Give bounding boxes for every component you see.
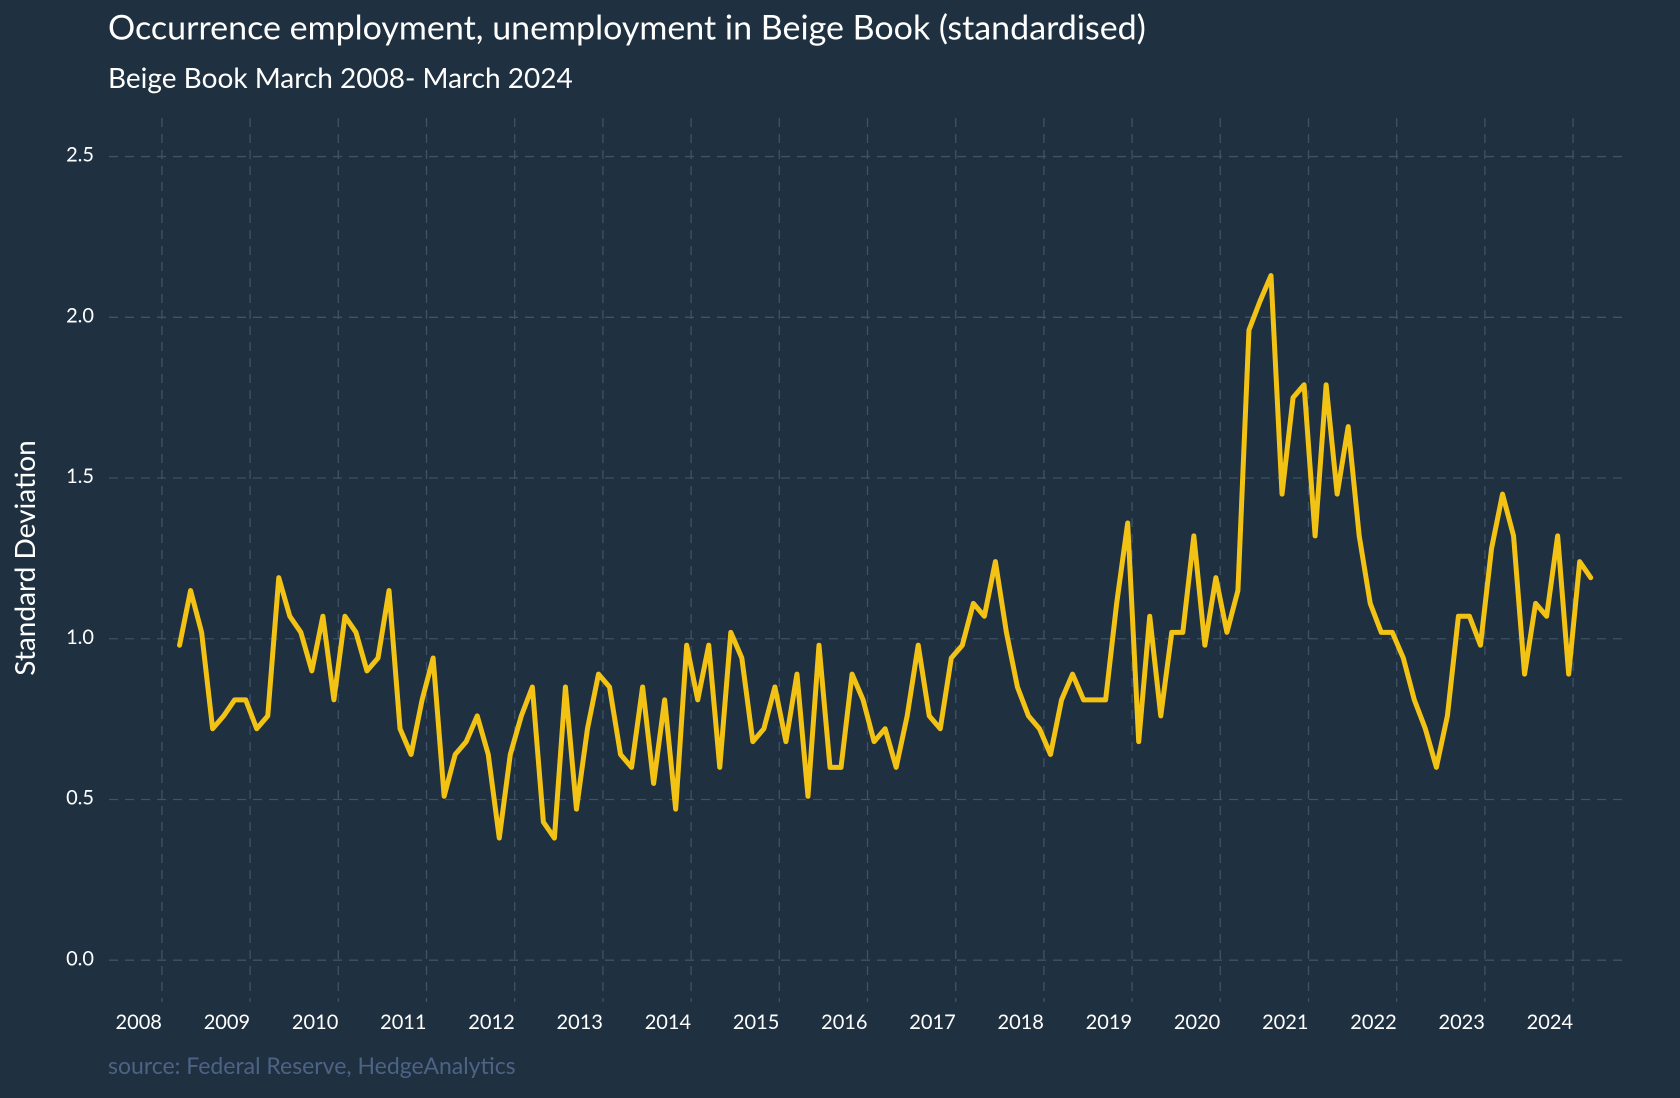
x-tick-label: 2010 — [292, 1010, 338, 1034]
x-tick-label: 2011 — [380, 1010, 426, 1034]
x-tick-label: 2012 — [468, 1010, 514, 1034]
x-tick-label: 2016 — [821, 1010, 867, 1034]
chart-title: Occurrence employment, unemployment in B… — [108, 7, 1146, 48]
x-tick-label: 2022 — [1350, 1010, 1396, 1034]
x-tick-label: 2013 — [557, 1010, 603, 1034]
y-tick-label: 0.0 — [66, 946, 94, 970]
x-tick-label: 2014 — [645, 1010, 692, 1034]
y-tick-label: 1.5 — [66, 464, 94, 488]
x-tick-label: 2020 — [1174, 1010, 1220, 1034]
chart-subtitle: Beige Book March 2008- March 2024 — [108, 60, 573, 94]
y-tick-label: 0.5 — [66, 786, 94, 810]
x-tick-label: 2018 — [997, 1010, 1043, 1034]
x-tick-label: 2024 — [1527, 1010, 1574, 1034]
y-axis-label: Standard Deviation — [7, 440, 41, 675]
y-tick-label: 2.0 — [66, 303, 94, 327]
x-tick-label: 2015 — [733, 1010, 779, 1034]
x-tick-label: 2023 — [1438, 1010, 1484, 1034]
y-tick-label: 1.0 — [66, 625, 94, 649]
x-tick-label: 2009 — [204, 1010, 250, 1034]
y-tick-label: 2.5 — [66, 143, 94, 167]
x-tick-label: 2019 — [1086, 1010, 1132, 1034]
x-tick-label: 2008 — [116, 1010, 162, 1034]
x-tick-label: 2017 — [909, 1010, 955, 1034]
source-note: source: Federal Reserve, HedgeAnalytics — [108, 1051, 516, 1079]
x-tick-label: 2021 — [1262, 1010, 1308, 1034]
data-line — [177, 273, 1594, 841]
